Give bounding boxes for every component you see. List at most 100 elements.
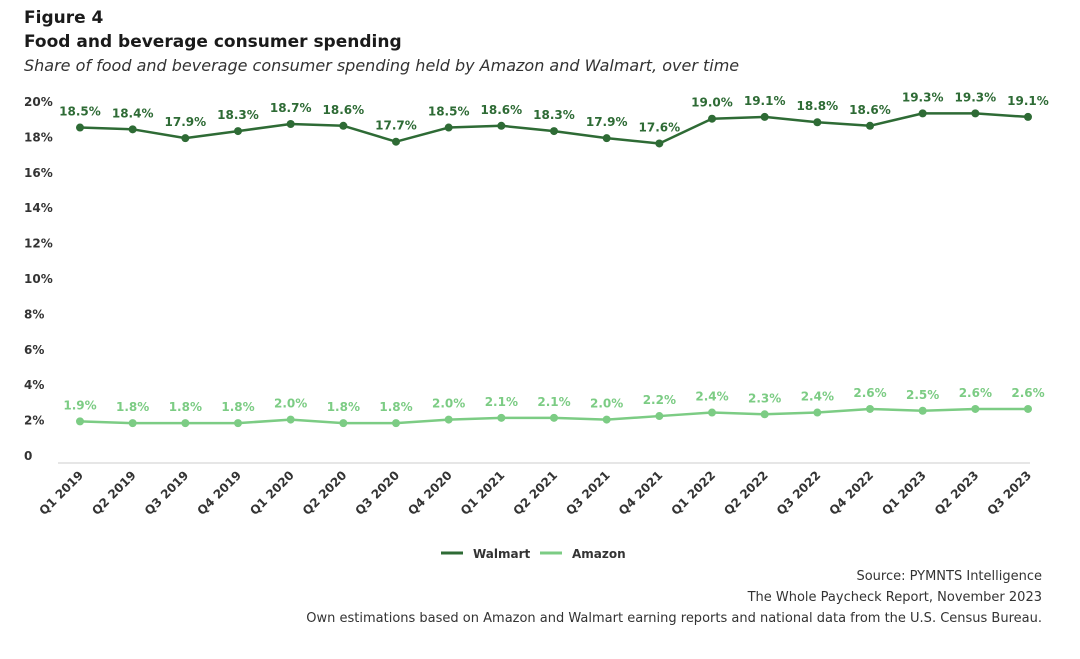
walmart-data-label: 18.5% — [59, 105, 101, 119]
amazon-point — [392, 419, 400, 428]
legend: Walmart Amazon — [441, 547, 626, 561]
walmart-data-label: 18.6% — [849, 103, 891, 117]
y-tick-label: 6% — [24, 343, 44, 357]
y-tick-label: 14% — [24, 201, 53, 215]
walmart-data-label: 18.6% — [481, 103, 523, 117]
y-tick-label: 12% — [24, 237, 53, 251]
amazon-data-label: 2.6% — [1011, 386, 1044, 400]
walmart-point — [286, 120, 295, 129]
walmart-point — [497, 121, 506, 130]
x-tick-label: Q2 2021 — [511, 468, 561, 518]
walmart-data-label: 18.3% — [217, 108, 259, 122]
x-tick-label: Q1 2022 — [669, 468, 719, 518]
amazon-point — [76, 417, 84, 426]
amazon-data-label: 1.8% — [327, 400, 360, 414]
source-notes: Source: PYMNTS Intelligence The Whole Pa… — [306, 566, 1042, 629]
x-tick-label: Q4 2021 — [616, 468, 666, 518]
x-tick-label: Q4 2020 — [405, 468, 455, 518]
amazon-point — [339, 419, 348, 428]
amazon-point — [497, 413, 506, 422]
amazon-data-label: 2.0% — [432, 397, 465, 411]
walmart-point — [602, 134, 611, 143]
amazon-point — [286, 415, 295, 424]
amazon-point — [550, 413, 558, 422]
walmart-data-label: 18.7% — [270, 101, 312, 115]
walmart-data-label: 19.0% — [691, 96, 733, 110]
walmart-data-label: 18.3% — [533, 108, 575, 122]
walmart-point — [1024, 112, 1032, 121]
amazon-data-label: 2.4% — [695, 390, 728, 404]
walmart-data-label: 18.8% — [797, 99, 839, 113]
amazon-data-label: 1.8% — [116, 400, 149, 414]
walmart-point — [866, 121, 874, 130]
walmart-data-label: 17.9% — [586, 115, 628, 129]
x-tick-label: Q2 2019 — [89, 468, 139, 518]
x-tick-label: Q1 2020 — [247, 468, 297, 518]
amazon-data-label: 2.3% — [748, 391, 781, 405]
legend-label-walmart: Walmart — [473, 547, 531, 561]
walmart-data-label: 19.3% — [955, 90, 997, 104]
x-tick-label: Q2 2023 — [932, 468, 982, 518]
amazon-data-label: 2.2% — [643, 393, 676, 407]
walmart-point — [444, 123, 453, 132]
walmart-point — [128, 125, 137, 134]
amazon-point — [444, 415, 453, 424]
x-tick-label: Q1 2023 — [879, 468, 929, 518]
walmart-point — [76, 123, 84, 132]
chart-subtitle: Share of food and beverage consumer spen… — [24, 56, 740, 75]
y-tick-label: 18% — [24, 130, 53, 144]
amazon-point — [234, 419, 242, 428]
amazon-point — [128, 419, 137, 428]
amazon-point — [655, 412, 664, 421]
walmart-point — [708, 114, 716, 123]
amazon-data-label: 2.1% — [537, 395, 570, 409]
amazon-point — [918, 406, 927, 415]
x-tick-label: Q3 2023 — [985, 468, 1035, 518]
amazon-data-label: 2.0% — [590, 397, 623, 411]
legend-label-amazon: Amazon — [572, 547, 626, 561]
chart-title: Food and beverage consumer spending — [24, 32, 402, 52]
x-tick-label: Q1 2021 — [458, 468, 508, 518]
series-walmart: 18.5% 18.4% 17.9% 18.3% 18.7% 18.6% 17.7% 18.5%… — [59, 90, 1049, 148]
x-tick-label: Q2 2020 — [300, 468, 350, 518]
y-axis-ticks: 0 2% 4% 6% 8% 10% 12% 14% 16% 18% 20% — [24, 95, 53, 463]
walmart-point — [918, 109, 927, 118]
amazon-point — [602, 415, 611, 424]
walmart-point — [971, 109, 980, 118]
amazon-point — [1024, 404, 1032, 413]
y-tick-label: 8% — [24, 307, 44, 321]
y-tick-label: 4% — [24, 378, 44, 392]
walmart-data-label: 17.9% — [165, 115, 207, 129]
walmart-data-label: 17.6% — [639, 120, 681, 134]
x-axis-ticks: Q1 2019 Q2 2019 Q3 2019 Q4 2019 Q1 2020 Q2 20… — [37, 468, 1035, 518]
walmart-data-label: 18.6% — [323, 103, 365, 117]
walmart-point — [234, 127, 242, 136]
report-line: The Whole Paycheck Report, November 2023 — [747, 590, 1042, 605]
source-line: Source: PYMNTS Intelligence — [856, 569, 1042, 584]
walmart-point — [392, 137, 400, 146]
y-tick-label: 2% — [24, 414, 44, 428]
walmart-data-label: 17.7% — [375, 119, 417, 133]
y-tick-label: 0 — [24, 449, 32, 463]
y-tick-label: 10% — [24, 272, 53, 286]
y-tick-label: 20% — [24, 95, 53, 109]
x-tick-label: Q3 2021 — [563, 468, 613, 518]
amazon-data-label: 1.8% — [169, 400, 202, 414]
amazon-data-label: 2.0% — [274, 397, 307, 411]
walmart-point — [181, 134, 190, 143]
amazon-point — [813, 408, 822, 417]
x-tick-label: Q1 2019 — [37, 468, 87, 518]
amazon-point — [708, 408, 716, 417]
x-tick-label: Q2 2022 — [721, 468, 771, 518]
amazon-data-label: 1.8% — [221, 400, 254, 414]
walmart-data-label: 19.3% — [902, 90, 944, 104]
walmart-point — [655, 139, 664, 148]
figure-header: Figure 4 Food and beverage consumer spen… — [24, 6, 739, 78]
x-tick-label: Q3 2019 — [142, 468, 192, 518]
figure-label: Figure 4 — [24, 8, 104, 28]
methodology-note: Own estimations based on Amazon and Walm… — [306, 611, 1042, 626]
y-tick-label: 16% — [24, 166, 53, 180]
walmart-point — [813, 118, 822, 127]
amazon-data-label: 2.6% — [853, 386, 886, 400]
